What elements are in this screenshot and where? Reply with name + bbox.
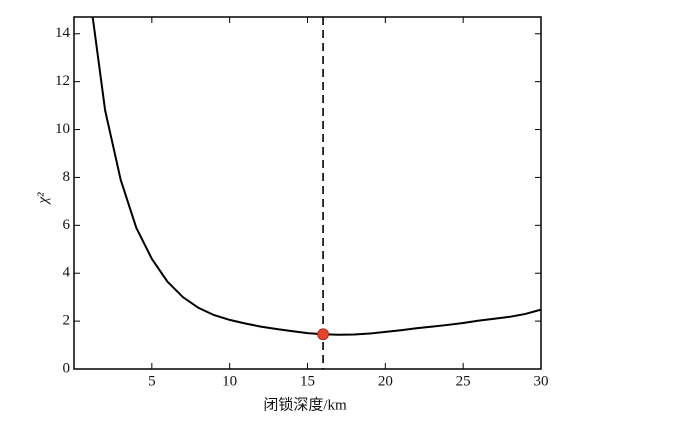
plot-frame [73,16,542,370]
y-tick-label: 10 [55,121,70,137]
plot-area [74,17,541,369]
x-tick-label: 10 [222,373,237,389]
x-tick-label: 15 [300,373,315,389]
best-fit-point [317,328,329,341]
x-tick-label: 5 [148,373,156,389]
y-axis-label: χ² [35,192,51,206]
y-tick-label: 12 [55,73,70,89]
x-axis-label: 闭锁深度/km [263,396,347,413]
y-tick-label: 0 [63,360,71,376]
y-tick-label: 14 [55,25,71,41]
data-line [91,16,542,336]
x-tick-label: 20 [378,373,393,389]
x-tick-label: 25 [456,373,471,389]
y-tick-label: 2 [63,313,71,329]
y-tick-label: 4 [63,265,71,281]
y-tick-label: 8 [63,169,71,185]
y-tick-label: 6 [63,217,71,233]
x-tick-label: 30 [534,373,549,389]
